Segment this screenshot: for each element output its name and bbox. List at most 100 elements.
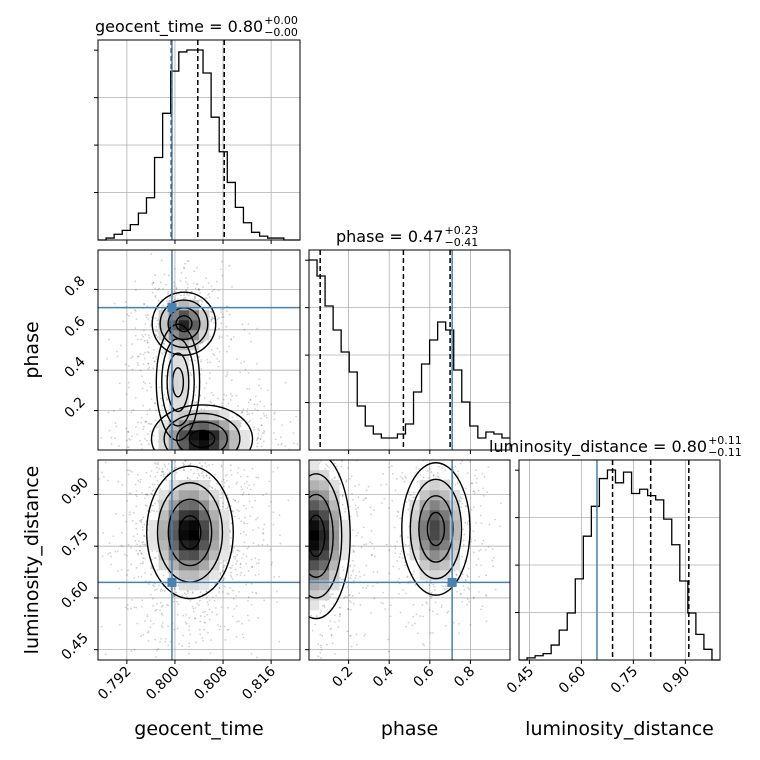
sample-point — [219, 488, 222, 491]
density-cell — [409, 530, 420, 541]
sample-point — [273, 411, 276, 414]
sample-point — [205, 451, 207, 453]
sample-point — [256, 409, 259, 412]
density-cell — [419, 560, 430, 571]
sample-point — [159, 641, 161, 644]
density-cell — [429, 480, 440, 491]
sample-point — [205, 474, 208, 477]
density-cell — [409, 500, 420, 511]
sample-point — [200, 472, 203, 475]
sample-point — [350, 645, 353, 648]
sample-point — [342, 569, 345, 572]
sample-point — [208, 608, 211, 611]
sample-point — [230, 567, 232, 570]
sample-point — [268, 504, 270, 507]
sample-point — [255, 414, 257, 416]
sample-point — [219, 497, 222, 499]
sample-point — [221, 505, 224, 508]
sample-point — [136, 361, 139, 364]
sample-point — [337, 665, 339, 667]
sample-point — [200, 341, 202, 344]
contour-line — [409, 478, 463, 580]
contour-line — [309, 460, 351, 620]
density-cell — [199, 480, 210, 491]
sample-point — [226, 335, 229, 337]
sample-point — [291, 535, 293, 537]
density-cell — [419, 520, 430, 531]
sample-point — [301, 528, 303, 530]
sample-point — [251, 456, 253, 458]
sample-point — [342, 447, 344, 449]
sample-point — [118, 382, 121, 385]
title-minus-error: −0.41 — [444, 236, 478, 249]
sample-point — [147, 422, 150, 425]
sample-point — [127, 430, 130, 433]
sample-point — [333, 653, 336, 655]
sample-point — [471, 482, 473, 485]
sample-point — [405, 501, 408, 504]
density-cell — [188, 430, 200, 441]
density-cell — [209, 420, 220, 431]
x-tick-label: 0.8 — [451, 664, 478, 691]
sample-point — [469, 460, 471, 463]
density-cell — [329, 480, 340, 491]
sample-point — [284, 533, 286, 535]
sample-point — [157, 299, 160, 302]
sample-point — [288, 460, 290, 462]
sample-point — [353, 579, 355, 582]
sample-point — [266, 488, 268, 490]
sample-point — [315, 446, 317, 448]
sample-point — [245, 507, 247, 510]
contour-line — [166, 352, 190, 413]
density-cell — [239, 440, 250, 450]
sample-point — [115, 425, 118, 428]
sample-point — [365, 586, 368, 589]
sample-point — [296, 565, 298, 567]
panel-frame — [97, 249, 301, 451]
sample-point — [446, 587, 449, 590]
sample-point — [253, 426, 256, 429]
sample-point — [292, 543, 294, 545]
sample-point — [126, 439, 128, 442]
sample-point — [135, 318, 138, 321]
sample-point — [256, 517, 259, 519]
density-cell — [188, 510, 200, 521]
sample-point — [463, 533, 466, 536]
sample-point — [412, 615, 415, 618]
sample-point — [268, 529, 270, 531]
sample-point — [294, 511, 296, 513]
sample-point — [304, 700, 306, 702]
sample-point — [166, 603, 168, 606]
density-cell — [429, 560, 440, 571]
sample-point — [246, 614, 249, 617]
sample-point — [382, 472, 385, 475]
sample-point — [272, 579, 274, 581]
density-cell — [429, 550, 440, 561]
sample-point — [415, 613, 418, 616]
sample-point — [297, 513, 299, 515]
sample-point — [182, 614, 185, 617]
sample-point — [134, 334, 137, 337]
sample-point — [237, 467, 240, 469]
sample-point — [275, 614, 277, 616]
sample-point — [346, 586, 349, 589]
sample-point — [316, 443, 318, 445]
y-axis-label-phase: phase — [21, 321, 43, 378]
sample-point — [479, 505, 482, 507]
sample-point — [283, 507, 285, 509]
sample-point — [214, 473, 216, 476]
sample-point — [278, 633, 280, 635]
sample-point — [296, 523, 298, 525]
sample-point — [247, 606, 249, 608]
sample-point — [245, 478, 247, 480]
sample-point — [257, 573, 260, 576]
sample-point — [462, 528, 464, 531]
x-tick-label: 0.800 — [143, 664, 183, 704]
sample-point — [201, 639, 204, 642]
density-cell — [439, 490, 450, 501]
sample-point — [110, 563, 112, 566]
sample-point — [356, 532, 359, 534]
sample-point — [220, 480, 223, 483]
sample-point — [209, 361, 212, 364]
sample-point — [151, 395, 153, 397]
